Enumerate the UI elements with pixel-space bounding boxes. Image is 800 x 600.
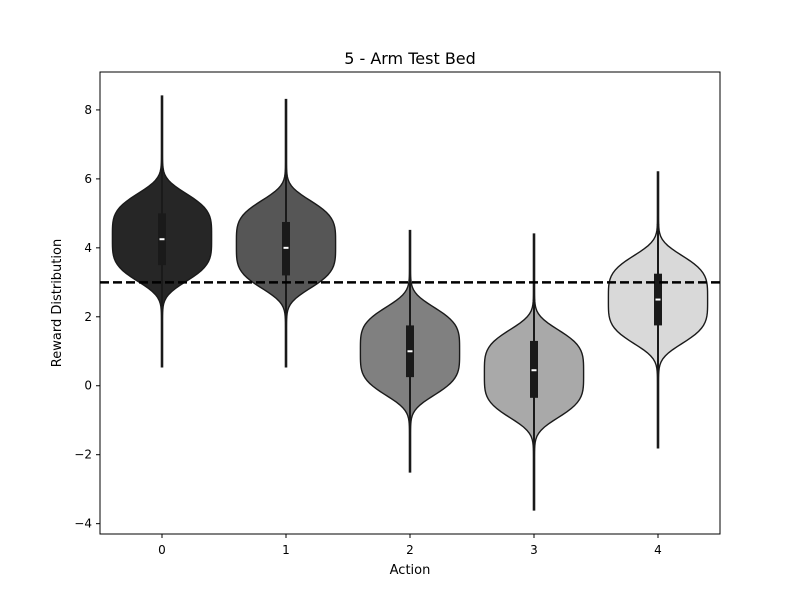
x-tick-label-2: 2 (406, 543, 414, 557)
y-tick-label-6: 8 (84, 103, 92, 117)
y-tick-label-0: −4 (74, 517, 92, 531)
chart-title: 5 - Arm Test Bed (344, 49, 476, 68)
y-tick-label-3: 2 (84, 310, 92, 324)
y-tick-label-2: 0 (84, 379, 92, 393)
x-axis: 0 1 2 3 4 (158, 534, 662, 557)
violin-group (111, 95, 709, 511)
y-tick-label-5: 6 (84, 172, 92, 186)
y-axis-label: Reward Distribution (50, 239, 65, 367)
x-tick-label-0: 0 (158, 543, 166, 557)
y-axis: −4 −2 0 2 4 6 8 (74, 103, 100, 531)
x-tick-label-4: 4 (654, 543, 662, 557)
y-tick-label-1: −2 (74, 448, 92, 462)
x-axis-label: Action (390, 563, 431, 578)
x-tick-label-3: 3 (530, 543, 538, 557)
x-tick-label-1: 1 (282, 543, 290, 557)
y-tick-label-4: 4 (84, 241, 92, 255)
